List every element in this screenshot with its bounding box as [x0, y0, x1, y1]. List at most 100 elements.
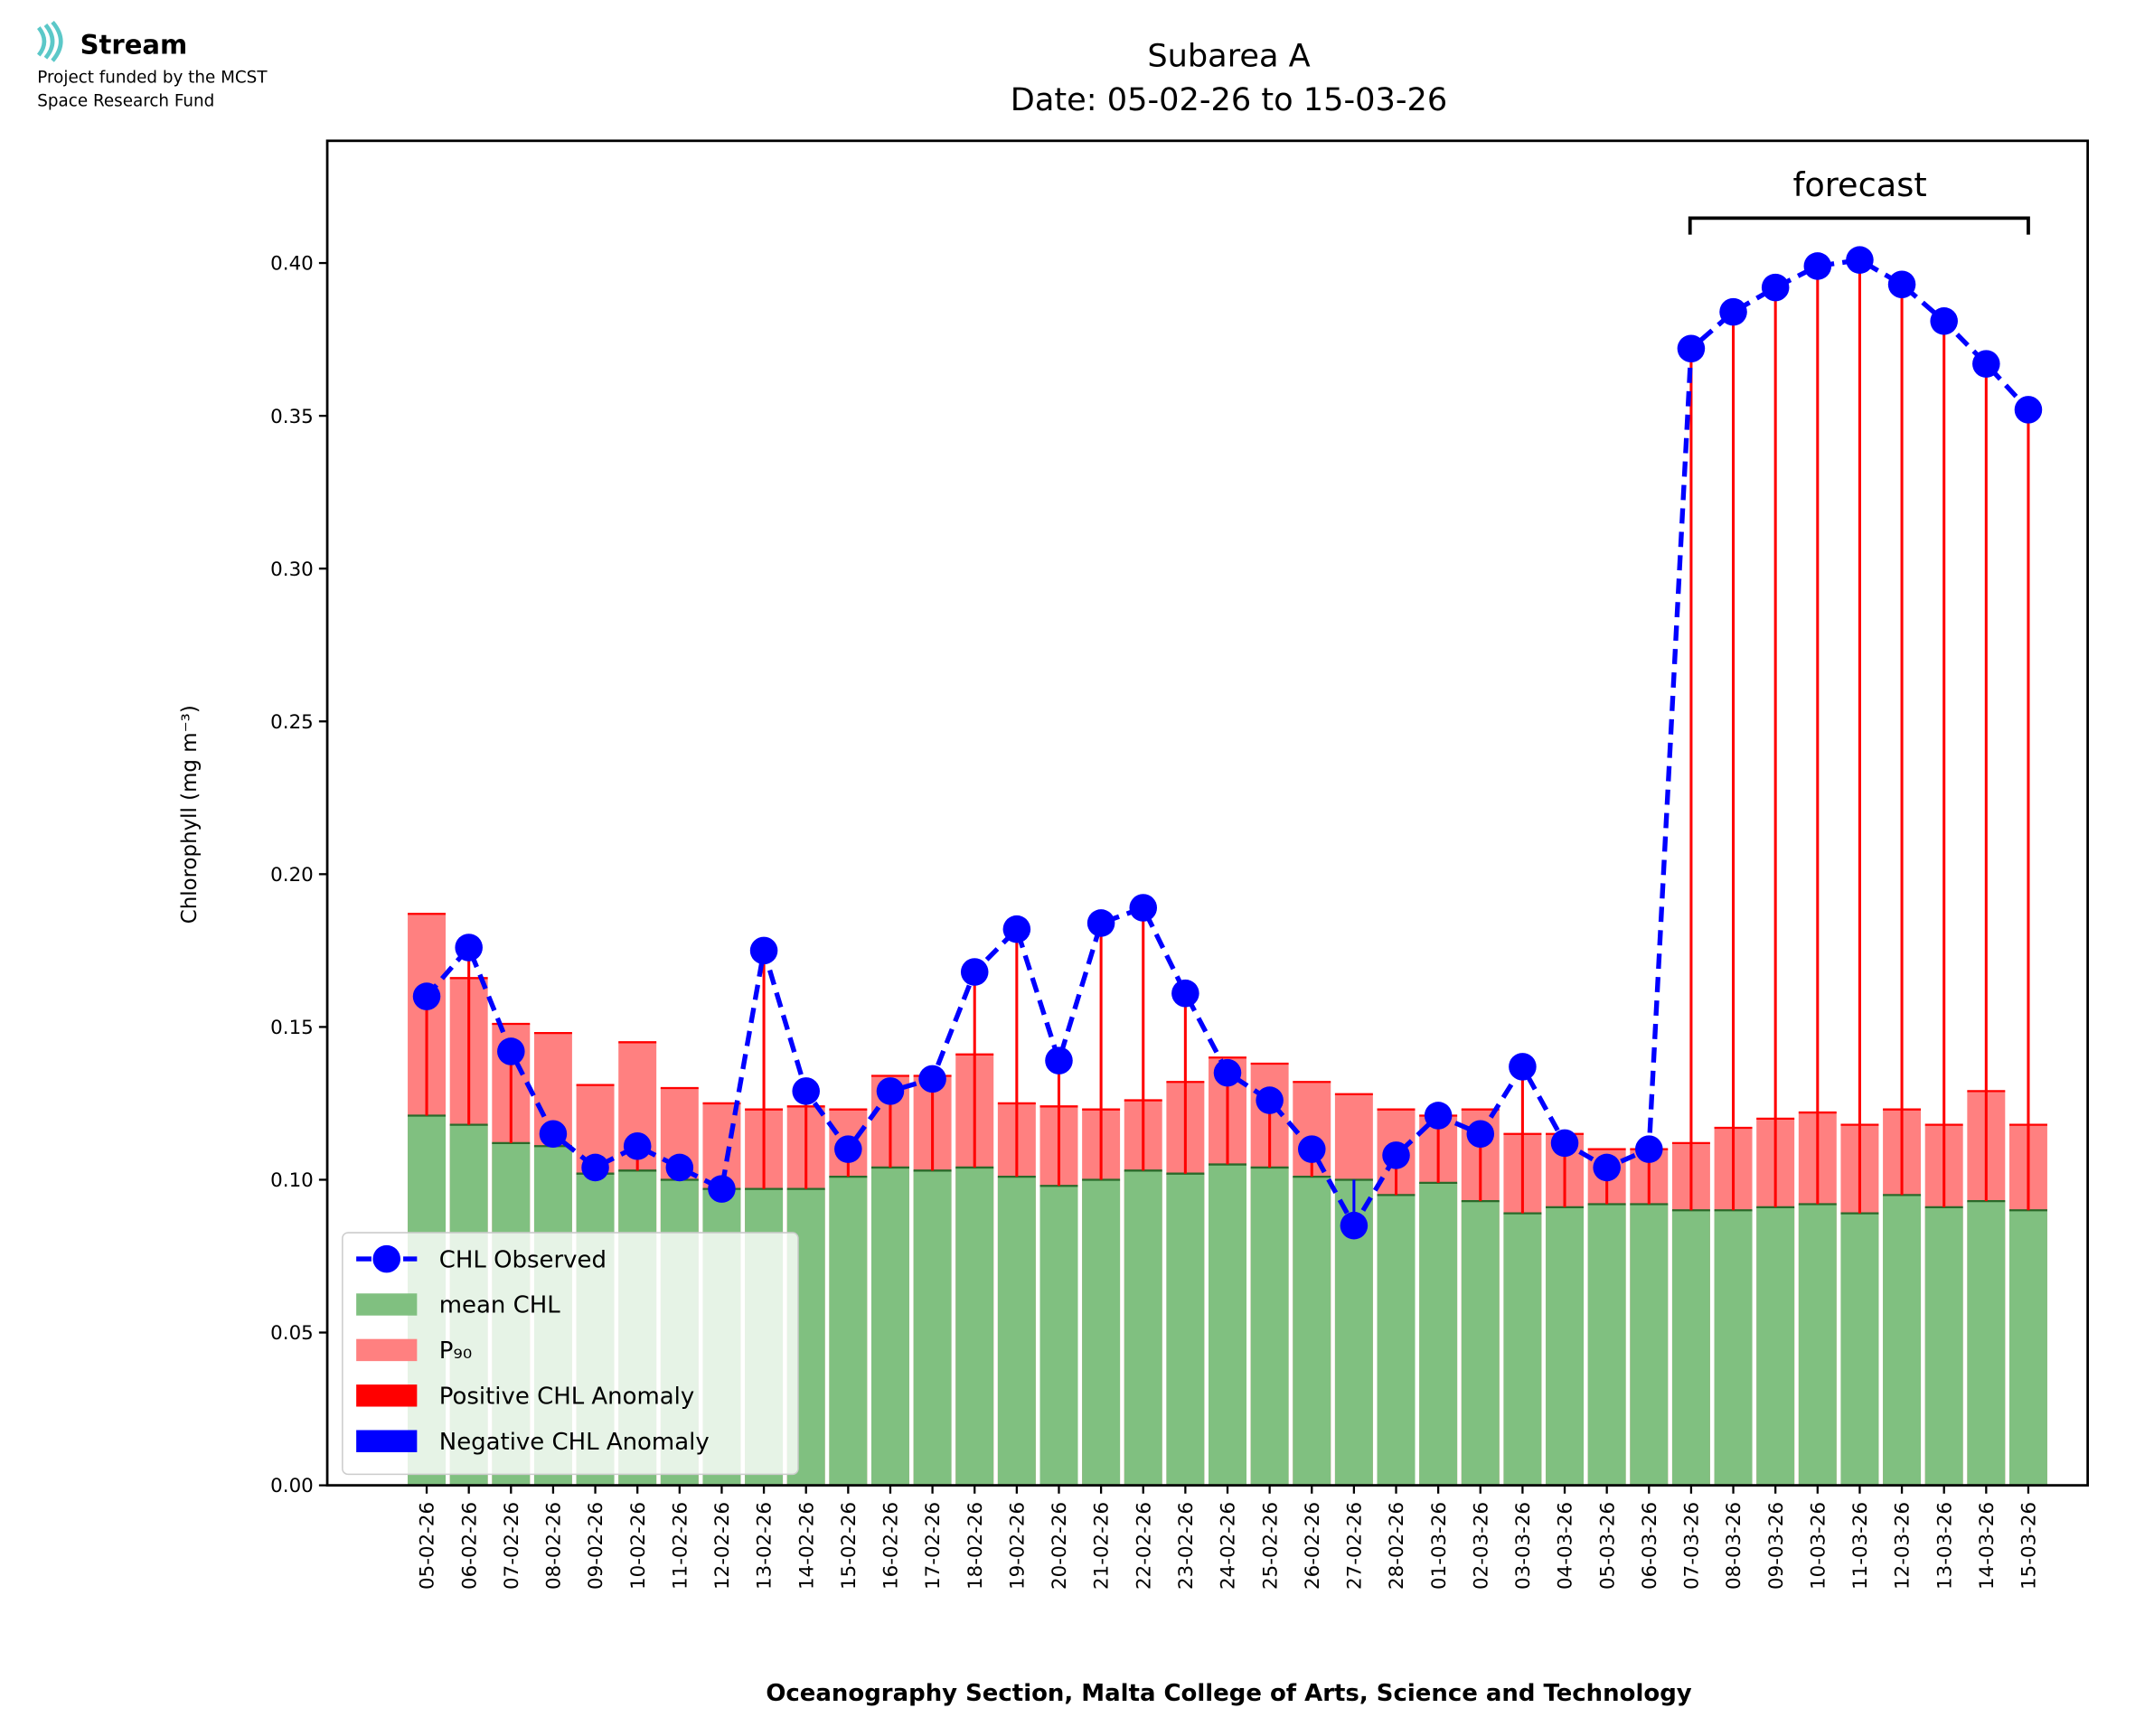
x-tick-label: 18-02-26 — [964, 1502, 987, 1590]
x-tick-label: 04-03-26 — [1555, 1502, 1577, 1590]
x-tick-label: 22-02-26 — [1133, 1502, 1155, 1590]
observed-point — [1129, 894, 1158, 922]
observed-point — [749, 936, 778, 965]
x-tick-label: 08-02-26 — [543, 1502, 566, 1590]
observed-point — [1887, 270, 1916, 299]
observed-point — [1846, 246, 1874, 274]
observed-point — [665, 1153, 694, 1182]
mean-bar — [1714, 1210, 1753, 1486]
observed-point — [455, 934, 483, 962]
mean-bar — [1503, 1213, 1542, 1486]
x-tick-label: 05-02-26 — [417, 1502, 439, 1590]
observed-point — [1171, 979, 1199, 1008]
x-tick-label: 09-02-26 — [585, 1502, 607, 1590]
observed-point — [1930, 307, 1958, 335]
x-tick-label: 26-02-26 — [1302, 1502, 1324, 1590]
observed-point — [1803, 252, 1832, 280]
mean-bar — [1671, 1210, 1710, 1486]
mean-bar — [1377, 1195, 1416, 1486]
chart-subtitle: Date: 05-02-26 to 15-03-26 — [1011, 81, 1447, 118]
mean-bar — [1293, 1177, 1331, 1486]
x-tick-label: 15-03-26 — [2018, 1502, 2041, 1590]
mean-bar — [829, 1177, 868, 1486]
y-tick-label: 0.40 — [270, 253, 314, 276]
chart-title: Subarea A — [1147, 37, 1310, 74]
mean-bar — [1039, 1186, 1078, 1486]
legend-swatch — [356, 1293, 418, 1316]
mean-bar — [997, 1177, 1036, 1486]
x-tick-label: 10-03-26 — [1807, 1502, 1829, 1590]
plot-frame — [325, 139, 2090, 1487]
x-tick-label: 16-02-26 — [880, 1502, 903, 1590]
observed-point — [1635, 1135, 1663, 1163]
mean-bar — [1587, 1204, 1626, 1486]
y-tick-label: 0.15 — [270, 1017, 314, 1039]
observed-point — [1045, 1046, 1073, 1074]
x-tick-label: 27-02-26 — [1344, 1502, 1367, 1590]
x-tick-label: 09-03-26 — [1765, 1502, 1788, 1590]
mean-bar — [1883, 1195, 1922, 1486]
mean-bar — [1461, 1201, 1500, 1486]
legend-label: mean CHL — [439, 1292, 560, 1319]
logo: Stream Project funded by the MCST Space … — [36, 20, 268, 111]
x-tick-label: 10-02-26 — [627, 1502, 650, 1590]
legend-label: CHL Observed — [439, 1246, 607, 1273]
legend-swatch — [372, 1244, 401, 1273]
mean-bar — [1630, 1204, 1669, 1486]
observed-point — [412, 982, 441, 1010]
x-tick-label: 06-02-26 — [458, 1502, 481, 1590]
observed-point — [1382, 1141, 1410, 1169]
observed-point — [1466, 1120, 1495, 1149]
observed-point — [708, 1175, 736, 1203]
mean-bar — [1250, 1167, 1289, 1486]
observed-point — [834, 1135, 862, 1163]
y-tick-label: 0.35 — [270, 406, 314, 428]
mean-bar — [955, 1167, 994, 1486]
mean-bar — [2008, 1210, 2047, 1486]
mean-bar — [1798, 1204, 1837, 1486]
observed-point — [1256, 1086, 1284, 1114]
forecast-annotation: forecast — [1792, 165, 1926, 204]
observed-point — [497, 1037, 525, 1065]
x-tick-label: 25-02-26 — [1259, 1502, 1282, 1590]
y-tick-label: 0.00 — [270, 1475, 314, 1497]
observed-point — [876, 1077, 905, 1105]
legend-label: Positive CHL Anomaly — [439, 1383, 694, 1410]
observed-point — [1972, 350, 2000, 378]
observed-point — [581, 1153, 609, 1182]
observed-point — [792, 1077, 820, 1105]
mean-bar — [1419, 1182, 1458, 1486]
legend-swatch — [356, 1384, 418, 1407]
x-tick-label: 11-03-26 — [1849, 1502, 1872, 1590]
x-tick-label: 13-02-26 — [754, 1502, 776, 1590]
observed-point — [1086, 909, 1115, 937]
x-tick-label: 23-02-26 — [1175, 1502, 1198, 1590]
x-tick-label: 24-02-26 — [1218, 1502, 1240, 1590]
y-tick-label: 0.10 — [270, 1169, 314, 1192]
legend-box — [342, 1232, 799, 1476]
y-axis-label: Chlorophyll (mg m⁻³) — [178, 705, 202, 924]
x-tick-label: 14-03-26 — [1976, 1502, 1999, 1590]
x-tick-label: 21-02-26 — [1091, 1502, 1114, 1590]
legend-label: P₉₀ — [439, 1337, 472, 1365]
x-tick-label: 01-03-26 — [1428, 1502, 1451, 1590]
y-tick-label: 0.20 — [270, 864, 314, 887]
x-tick-label: 20-02-26 — [1049, 1502, 1071, 1590]
observed-point — [1213, 1058, 1242, 1087]
observed-point — [1424, 1102, 1453, 1130]
x-tick-label: 14-02-26 — [795, 1502, 818, 1590]
mean-bar — [1166, 1173, 1205, 1486]
observed-point — [918, 1065, 946, 1093]
observed-point — [2014, 396, 2043, 424]
observed-point — [1719, 297, 1747, 326]
x-tick-label: 02-03-26 — [1470, 1502, 1492, 1590]
observed-point — [960, 958, 989, 986]
mean-bar — [1546, 1206, 1585, 1486]
x-tick-label: 12-02-26 — [711, 1502, 734, 1590]
x-tick-label: 19-02-26 — [1006, 1502, 1029, 1590]
y-tick-label: 0.30 — [270, 558, 314, 581]
mean-bar — [1756, 1206, 1795, 1486]
x-tick-label: 08-03-26 — [1723, 1502, 1745, 1590]
observed-point — [1002, 915, 1031, 943]
